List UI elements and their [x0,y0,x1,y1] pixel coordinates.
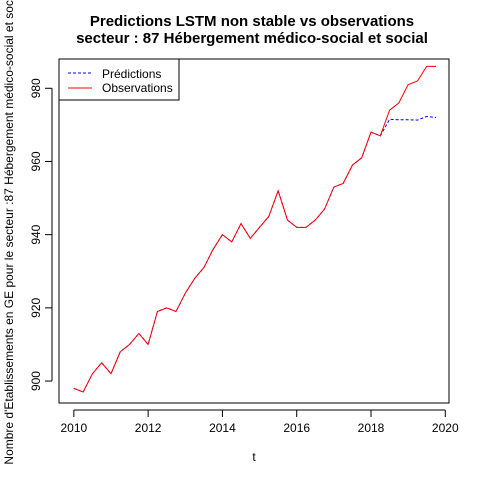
y-tick-label: 900 [29,371,43,391]
x-axis: 2010 2012 2014 2016 2018 2020 [61,409,459,435]
y-tick-label: 980 [29,78,43,98]
x-tick-label: 2020 [432,421,459,435]
x-tick-label: 2016 [283,421,310,435]
legend: Prédictions Observations [58,58,180,101]
legend-label-predictions: Prédictions [102,67,161,81]
chart-title-line2: secteur : 87 Hébergement médico-social e… [76,30,428,47]
x-tick-label: 2018 [358,421,385,435]
x-axis-label: t [252,450,256,464]
y-axis: 900 920 940 960 980 [29,78,53,391]
y-tick-label: 960 [29,151,43,171]
legend-box [58,58,180,101]
x-tick-label: 2014 [209,421,236,435]
series-line-predictions [73,115,437,393]
x-tick-label: 2012 [135,421,162,435]
y-tick-label: 940 [29,224,43,244]
x-tick-label: 2010 [61,421,88,435]
series-layer [73,65,437,393]
legend-label-observations: Observations [102,81,173,95]
y-tick-label: 920 [29,298,43,318]
series-line-observations [73,65,436,393]
plot-frame [58,58,450,404]
chart-title-line1: Predictions LSTM non stable vs observati… [90,13,414,30]
y-axis-label: Nombre d'Etablissements en GE pour le se… [2,0,16,465]
